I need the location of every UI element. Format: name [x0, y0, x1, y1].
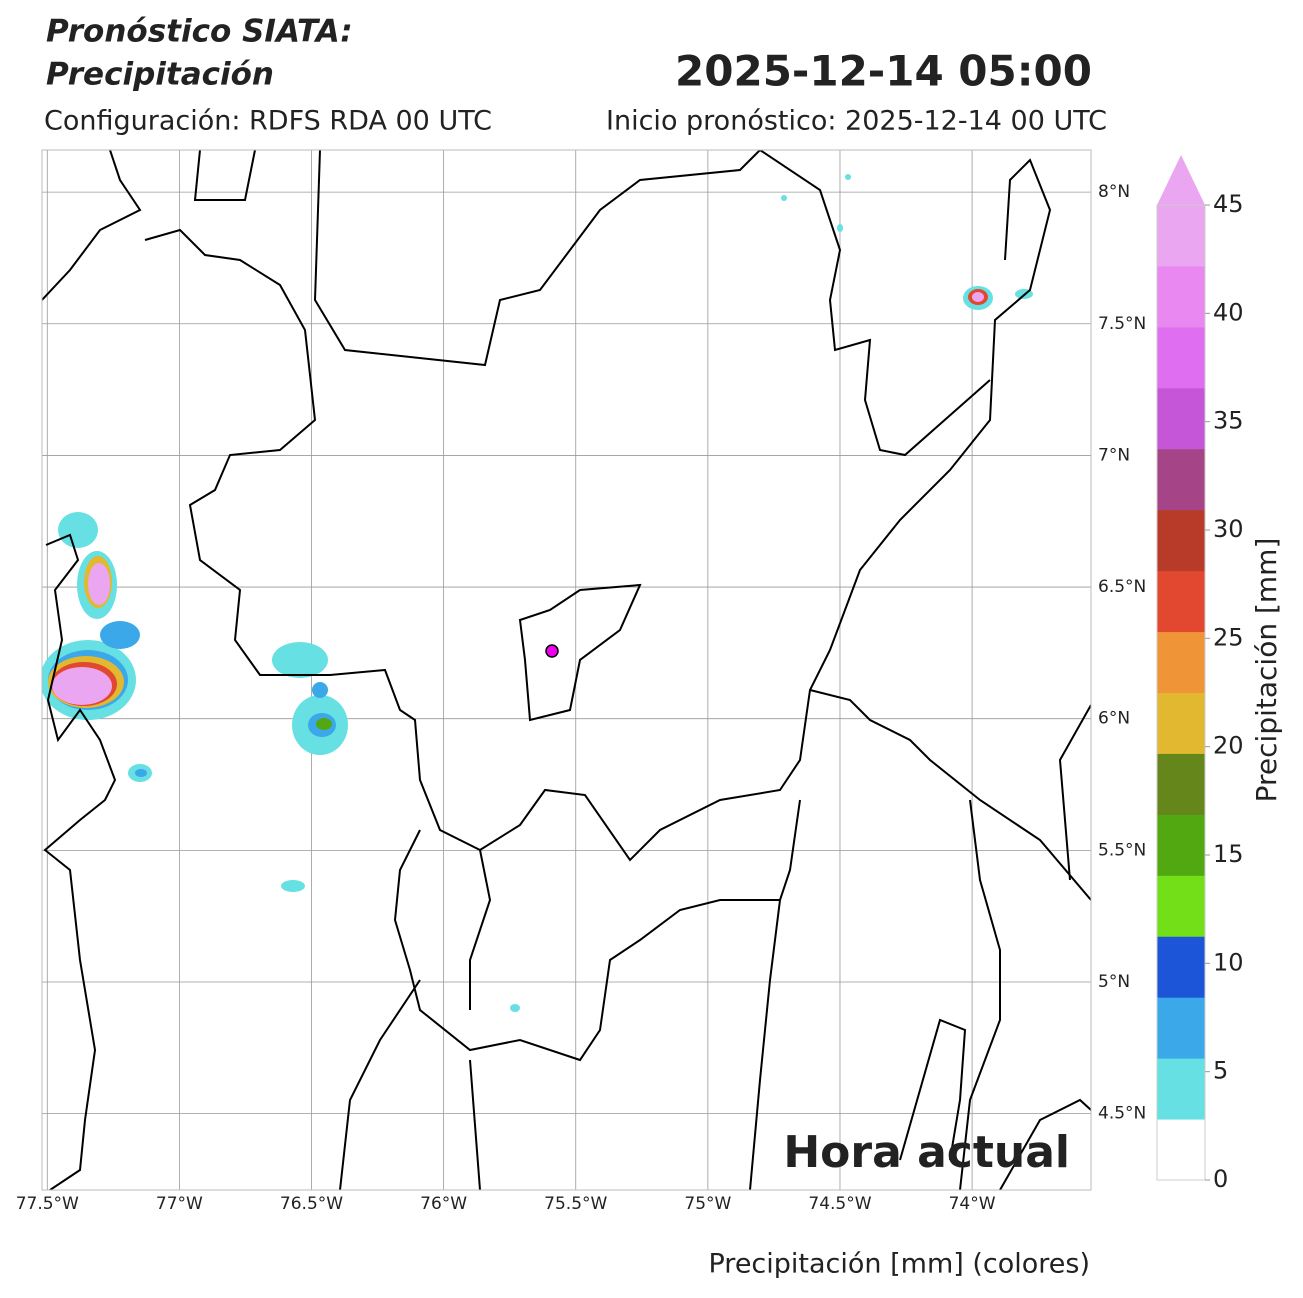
- colorbar-band: [1157, 326, 1205, 389]
- map: [42, 150, 1091, 1190]
- x-tick-label: 74.5°W: [808, 1194, 871, 1214]
- borders: [42, 150, 1091, 1190]
- colorbar-band: [1157, 692, 1205, 754]
- station: [545, 644, 559, 658]
- colorbar-band: [1157, 997, 1205, 1059]
- colorbar-arrow: [1157, 155, 1205, 205]
- date: 2025-12-14 05:00: [675, 47, 1092, 96]
- colorbar-tick-label: 45: [1213, 190, 1244, 218]
- colorbar-tick-label: 10: [1213, 948, 1244, 976]
- x-tick-label: 75°W: [684, 1194, 731, 1214]
- y-tick-label: 8°N: [1098, 182, 1130, 202]
- colorbar-band: [1157, 1058, 1205, 1120]
- colorbar-band: [1157, 814, 1205, 876]
- colorbar-band: [1157, 509, 1205, 572]
- colorbar-tick-label: 35: [1213, 407, 1244, 435]
- x-tick-label: 77.5°W: [16, 1194, 79, 1214]
- y-tick-label: 7.5°N: [1098, 314, 1146, 334]
- y-tick-label: 6°N: [1098, 709, 1130, 729]
- x-tick-label: 76°W: [420, 1194, 467, 1214]
- colorbar-band: [1157, 753, 1205, 815]
- colorbar-tick-label: 15: [1213, 840, 1244, 868]
- grid: [42, 150, 1091, 1190]
- colorbar-tick-label: 40: [1213, 298, 1244, 326]
- x-tick-label: 77°W: [156, 1194, 203, 1214]
- colorbar-band: [1157, 570, 1205, 633]
- colorbar-tick-label: 20: [1213, 732, 1244, 760]
- x-tick-label: 74°W: [949, 1194, 996, 1214]
- colorbar-band: [1157, 205, 1205, 267]
- colorbar-band: [1157, 875, 1205, 937]
- colorbar-band: [1157, 936, 1205, 998]
- colorbar-tick-label: 25: [1213, 623, 1244, 651]
- x-label: Precipitación [mm] (colores): [709, 1249, 1091, 1280]
- title-line: Pronóstico SIATA:: [46, 14, 353, 50]
- annotation: Hora actual: [783, 1127, 1070, 1178]
- colorbar-label: Precipitación [mm]: [1250, 538, 1283, 803]
- y-tick-label: 5.5°N: [1098, 840, 1146, 860]
- colorbar-tick-label: 5: [1213, 1057, 1228, 1085]
- x-tick-label: 75.5°W: [544, 1194, 607, 1214]
- x-tick-label: 76.5°W: [280, 1194, 343, 1214]
- config: Configuración: RDFS RDA 00 UTC: [44, 106, 492, 137]
- colorbar: 0 5 10 15 20 25 30 35 40 45: [1156, 155, 1244, 1193]
- colorbar-band: [1157, 1119, 1205, 1181]
- colorbar-band: [1157, 448, 1205, 511]
- colorbar-frame: [1156, 204, 1206, 1181]
- colorbar-tick-label: 0: [1213, 1165, 1228, 1193]
- y-tick-label: 5°N: [1098, 972, 1130, 992]
- title-line: Precipitación: [46, 57, 274, 93]
- colorbar-tick-label: 30: [1213, 515, 1244, 543]
- start: Inicio pronóstico: 2025-12-14 00 UTC: [606, 106, 1107, 137]
- precip-blobs: [42, 174, 1033, 1012]
- y-tick-label: 7°N: [1098, 445, 1130, 465]
- colorbar-band: [1157, 387, 1205, 450]
- map-frame: [41, 149, 1092, 1191]
- y-tick-label: 4.5°N: [1098, 1104, 1146, 1124]
- colorbar-band: [1157, 265, 1205, 328]
- y-tick-label: 6.5°N: [1098, 577, 1146, 597]
- colorbar-band: [1157, 631, 1205, 693]
